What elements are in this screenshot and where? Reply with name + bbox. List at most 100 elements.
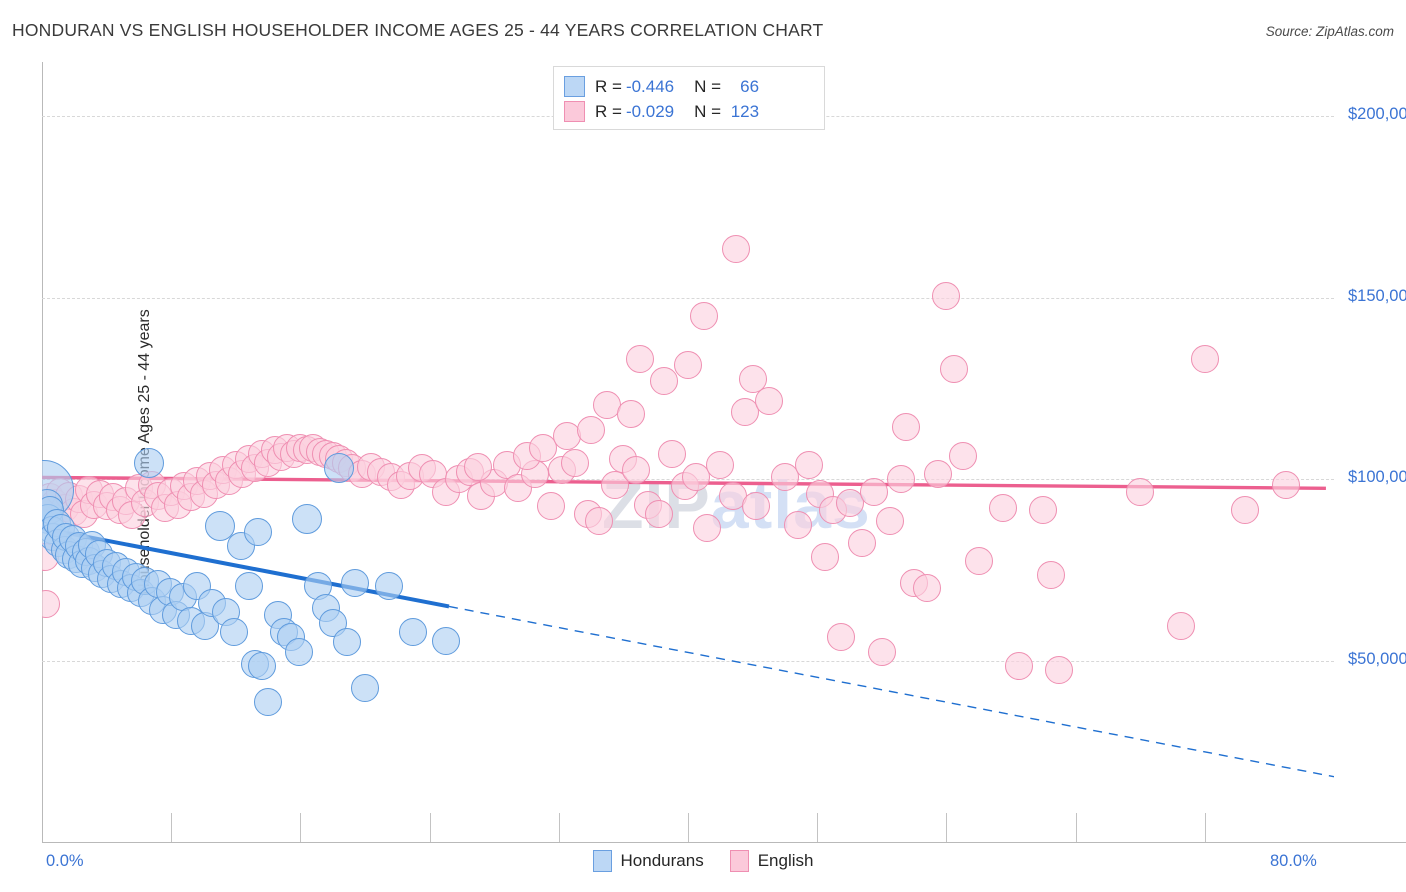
data-point-pink[interactable] <box>932 282 961 310</box>
data-point-pink[interactable] <box>964 546 993 575</box>
data-point-pink[interactable] <box>706 450 735 479</box>
stats-legend: R = -0.446 N = 66 R = -0.029 N = 123 <box>553 66 825 130</box>
data-point-pink[interactable] <box>1029 496 1058 525</box>
data-point-blue[interactable] <box>254 688 283 717</box>
data-point-pink[interactable] <box>1126 477 1155 506</box>
data-point-pink[interactable] <box>585 506 614 535</box>
data-point-pink[interactable] <box>722 234 751 263</box>
n-label-english: N = <box>694 101 722 121</box>
x-tick-label-min: 0.0% <box>46 852 84 870</box>
data-point-pink[interactable] <box>892 412 921 441</box>
x-tick-mark <box>817 813 819 842</box>
y-axis-title-container: Householder Income Ages 25 - 44 years <box>10 62 153 842</box>
data-point-pink[interactable] <box>730 398 759 427</box>
data-point-pink[interactable] <box>577 416 606 445</box>
data-point-pink[interactable] <box>741 492 770 521</box>
n-value-hondurans: 66 <box>740 76 760 96</box>
data-point-pink[interactable] <box>657 439 686 468</box>
data-point-pink[interactable] <box>1166 612 1195 641</box>
r-value-hondurans: -0.446 <box>625 76 675 96</box>
data-point-pink[interactable] <box>625 345 654 374</box>
data-point-blue[interactable] <box>244 517 273 546</box>
data-point-pink[interactable] <box>795 450 824 479</box>
data-point-pink[interactable] <box>875 506 904 535</box>
data-point-pink[interactable] <box>617 399 646 428</box>
data-point-blue[interactable] <box>284 637 313 666</box>
data-point-pink[interactable] <box>560 448 589 477</box>
data-point-pink[interactable] <box>528 434 557 463</box>
data-point-pink[interactable] <box>1037 561 1066 590</box>
data-point-pink[interactable] <box>1005 652 1034 681</box>
data-point-blue[interactable] <box>324 453 355 484</box>
data-point-blue[interactable] <box>234 572 263 601</box>
data-point-blue[interactable] <box>399 617 428 646</box>
legend-item-hondurans[interactable]: Hondurans <box>592 850 704 872</box>
x-tick-mark <box>1204 813 1206 842</box>
x-tick-mark <box>1075 813 1077 842</box>
data-point-pink[interactable] <box>601 470 630 499</box>
r-value-english: -0.029 <box>625 101 675 121</box>
data-point-pink[interactable] <box>649 367 678 396</box>
data-point-pink[interactable] <box>738 365 767 394</box>
data-point-blue[interactable] <box>341 568 370 597</box>
data-point-pink[interactable] <box>754 387 783 416</box>
data-point-pink[interactable] <box>924 459 953 488</box>
source-attribution: Source: ZipAtlas.com <box>1265 24 1394 39</box>
data-point-pink[interactable] <box>674 350 702 379</box>
data-point-pink[interactable] <box>1271 470 1300 499</box>
data-point-pink[interactable] <box>1190 345 1219 374</box>
x-tick-mark <box>558 813 560 842</box>
data-point-pink[interactable] <box>770 463 799 492</box>
x-tick-mark <box>429 813 431 842</box>
data-point-pink[interactable] <box>622 456 651 485</box>
data-point-blue[interactable] <box>375 572 404 601</box>
legend-label-english: English <box>757 851 814 870</box>
data-point-blue[interactable] <box>220 617 249 646</box>
data-point-blue[interactable] <box>351 673 379 702</box>
data-point-pink[interactable] <box>682 463 711 492</box>
data-point-blue[interactable] <box>333 628 362 657</box>
data-point-pink[interactable] <box>644 499 673 528</box>
data-point-pink[interactable] <box>948 441 977 470</box>
data-point-pink[interactable] <box>552 421 581 450</box>
gridline-y <box>42 660 1334 662</box>
data-point-blue[interactable] <box>133 447 164 478</box>
data-point-pink[interactable] <box>835 488 864 517</box>
y-axis-line <box>42 62 43 842</box>
legend-item-english[interactable]: English <box>729 850 814 872</box>
data-point-pink[interactable] <box>1231 496 1260 525</box>
data-point-pink[interactable] <box>1045 655 1074 684</box>
data-point-pink[interactable] <box>693 514 722 543</box>
data-point-pink[interactable] <box>859 477 888 506</box>
data-point-pink[interactable] <box>913 574 942 603</box>
r-label-english: R = <box>595 101 622 121</box>
data-point-pink[interactable] <box>867 637 896 666</box>
data-point-pink[interactable] <box>593 390 622 419</box>
y-tick-label: $100,000 <box>1348 468 1406 487</box>
data-point-blue[interactable] <box>431 626 460 655</box>
x-tick-mark <box>688 813 689 842</box>
data-point-pink[interactable] <box>940 354 969 383</box>
legend-label-hondurans: Hondurans <box>620 851 704 870</box>
data-point-pink[interactable] <box>783 510 812 539</box>
stats-legend-row-english: R = -0.029 N = 123 <box>564 99 814 124</box>
x-tick-mark <box>946 813 948 842</box>
trendline-hondurans-dashed <box>448 605 1334 778</box>
data-point-blue[interactable] <box>291 504 322 535</box>
series-legend: Hondurans English <box>0 850 1406 872</box>
data-point-pink[interactable] <box>811 543 840 572</box>
data-point-pink[interactable] <box>536 492 565 521</box>
data-point-pink[interactable] <box>464 452 493 481</box>
data-point-blue[interactable] <box>247 652 276 681</box>
plot-surface: ZIPatlas <box>42 62 1334 842</box>
n-value-english: 123 <box>730 101 760 121</box>
r-label-hondurans: R = <box>595 76 622 96</box>
data-point-pink[interactable] <box>690 301 719 330</box>
data-point-pink[interactable] <box>848 528 877 557</box>
data-point-pink[interactable] <box>887 465 916 494</box>
legend-color-english-icon <box>729 850 749 872</box>
data-point-pink[interactable] <box>988 494 1017 523</box>
data-point-pink[interactable] <box>827 623 856 652</box>
legend-swatch-hondurans-icon <box>564 76 585 97</box>
